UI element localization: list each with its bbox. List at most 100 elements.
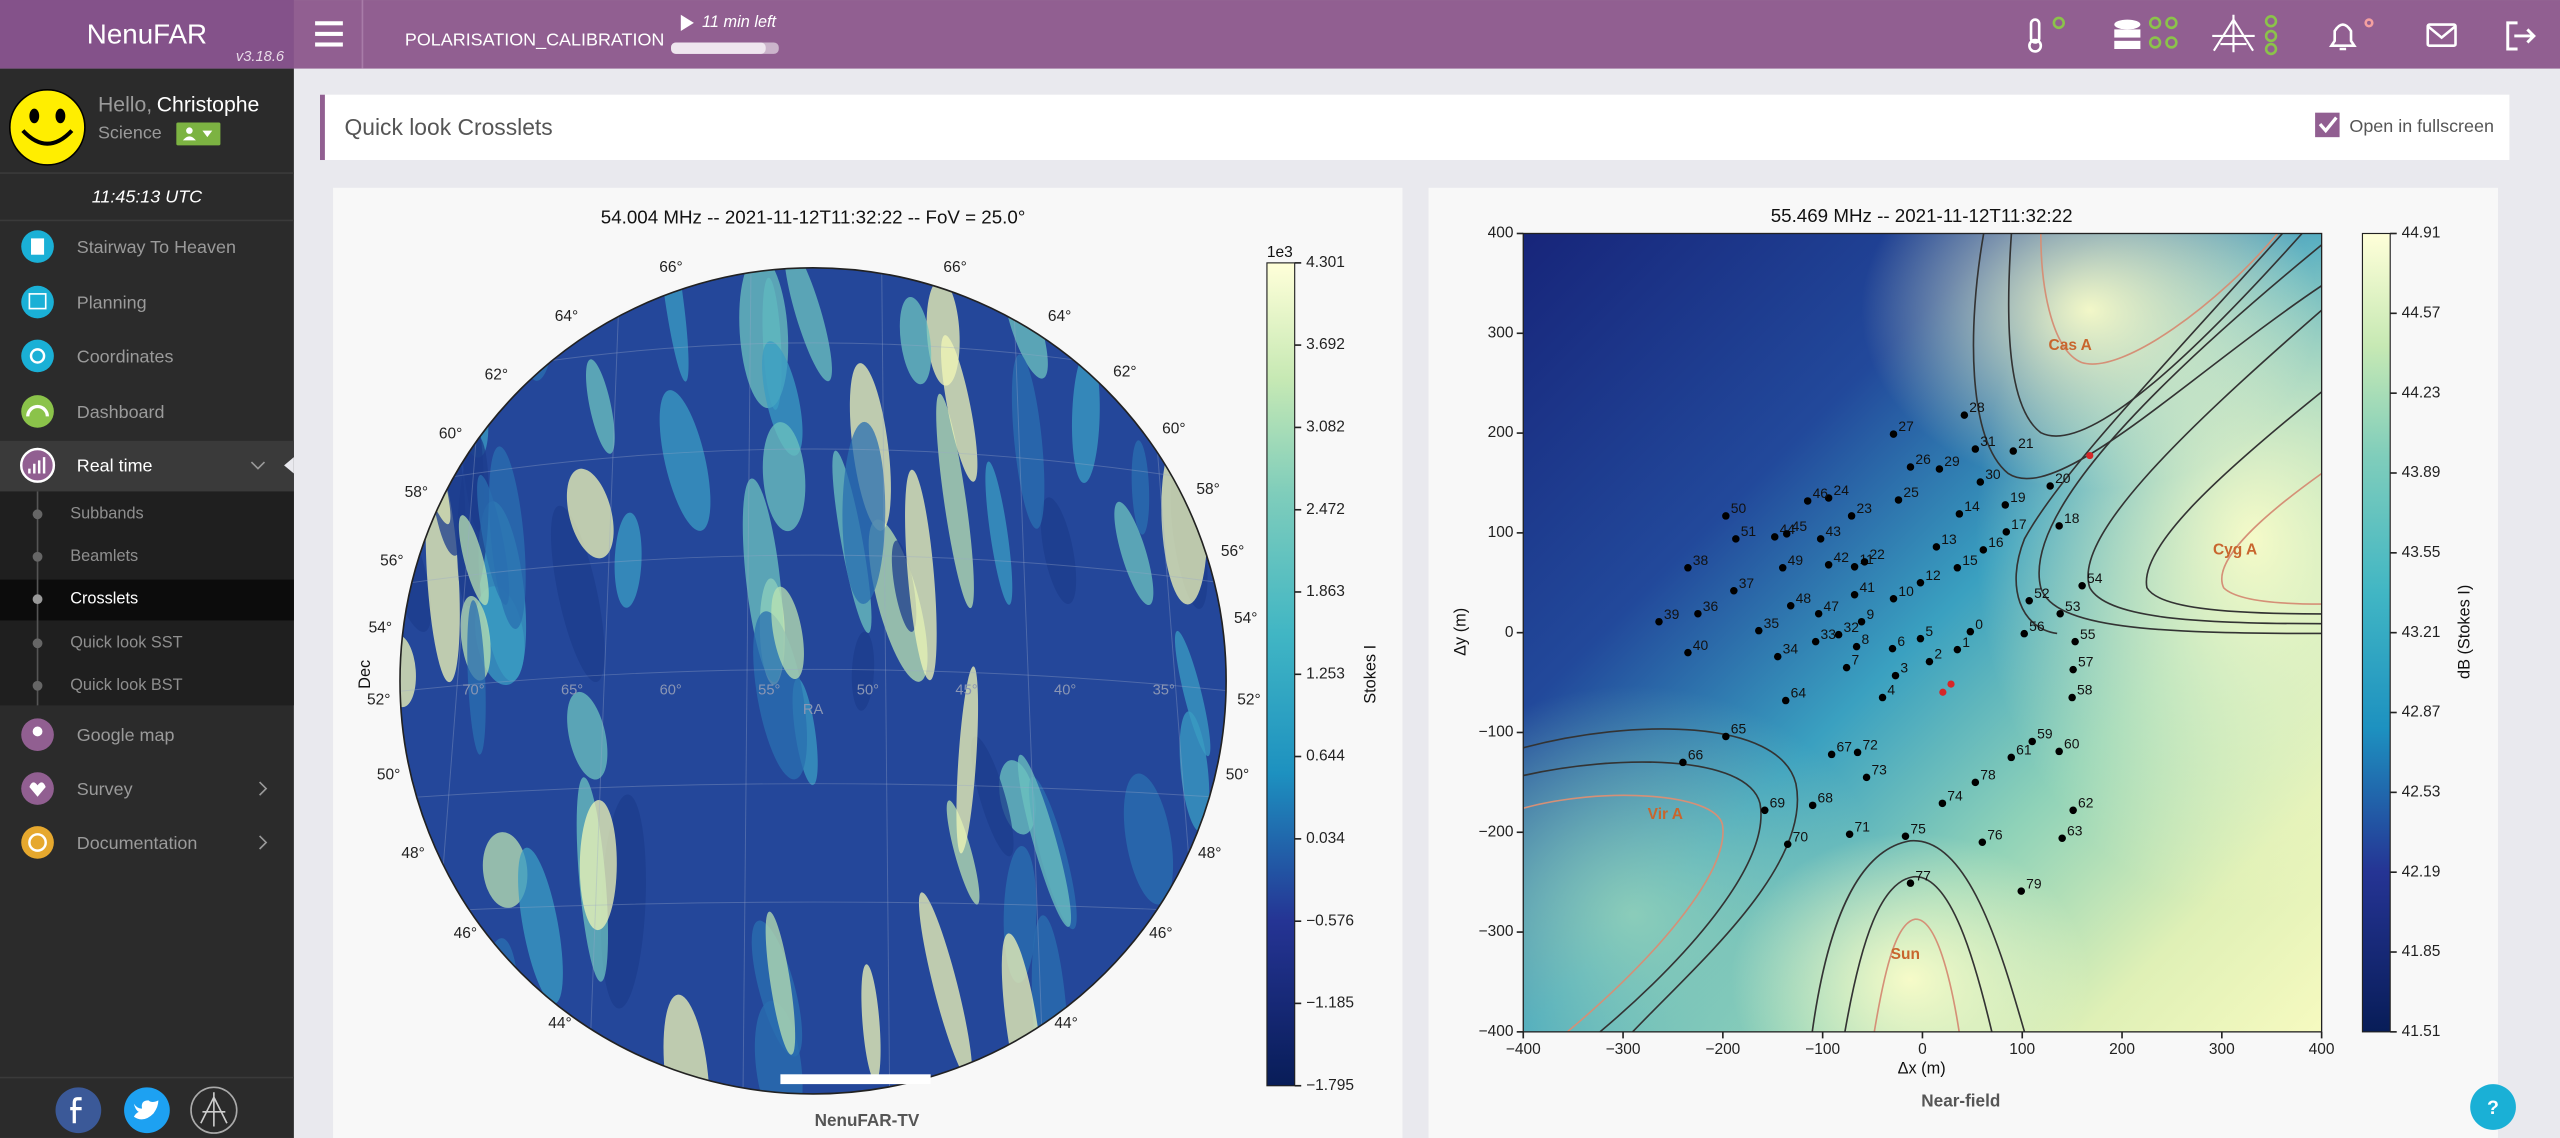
x-axis-label: Δx (m) bbox=[1898, 1060, 1946, 1078]
avatar-face bbox=[10, 90, 85, 165]
station-label: 67 bbox=[1837, 739, 1853, 755]
station bbox=[1732, 535, 1740, 543]
station-label: 23 bbox=[1856, 500, 1872, 516]
station bbox=[2008, 754, 2016, 762]
y-tick-label: −100 bbox=[1479, 724, 1514, 741]
station-label: 6 bbox=[1897, 633, 1905, 649]
facebook-link[interactable] bbox=[56, 1087, 102, 1133]
avatar-eye bbox=[29, 109, 39, 124]
observation-name: POLARISATION_CALIBRATION bbox=[405, 30, 665, 51]
station bbox=[1825, 561, 1833, 569]
dec-label: 62° bbox=[1113, 363, 1136, 380]
station bbox=[1774, 653, 1782, 661]
station-label: 29 bbox=[1944, 453, 1960, 469]
icon-part bbox=[2114, 41, 2140, 49]
station bbox=[1783, 530, 1791, 538]
station bbox=[1848, 512, 1856, 520]
ra-label: 35° bbox=[1153, 683, 1175, 699]
dec-label: 48° bbox=[401, 845, 424, 862]
station-label: 31 bbox=[1980, 433, 1996, 449]
utc-clock: 11:45:13 UTC bbox=[92, 186, 203, 206]
colorbar-tick-label: 44.57 bbox=[2402, 304, 2441, 321]
help-button[interactable]: ? bbox=[2470, 1084, 2516, 1130]
station bbox=[1722, 733, 1730, 741]
dec-label: 60° bbox=[1162, 421, 1185, 438]
station bbox=[2055, 748, 2063, 756]
colorbar-label: dB (Stokes I) bbox=[2456, 585, 2474, 679]
station-label: 58 bbox=[2077, 682, 2093, 698]
station-label: 74 bbox=[1947, 787, 1963, 803]
menu-label: Coordinates bbox=[77, 346, 174, 366]
station bbox=[1761, 807, 1769, 815]
submenu-label: Subbands bbox=[70, 505, 143, 523]
colorbar-tick-label: 41.51 bbox=[2402, 1023, 2441, 1040]
x-tick-label: 400 bbox=[2309, 1041, 2335, 1058]
station-label: 35 bbox=[1764, 615, 1780, 631]
twitter-link[interactable] bbox=[124, 1087, 170, 1133]
time-left: 11 min left bbox=[702, 13, 778, 31]
dec-label: 52° bbox=[1237, 692, 1260, 709]
station-label: 9 bbox=[1866, 606, 1874, 622]
badge-bg bbox=[176, 122, 220, 145]
y-tick-label: −400 bbox=[1479, 1023, 1514, 1040]
menu-label: Survey bbox=[77, 779, 133, 799]
dec-label: 60° bbox=[439, 425, 462, 442]
station bbox=[1782, 697, 1790, 705]
role-badge[interactable] bbox=[176, 122, 220, 145]
ra-label: 60° bbox=[660, 683, 682, 699]
station-label: 39 bbox=[1664, 606, 1680, 622]
station-label: 45 bbox=[1792, 518, 1808, 534]
station bbox=[1907, 463, 1915, 471]
station-label: 7 bbox=[1852, 652, 1860, 668]
source-label: Cas A bbox=[2049, 337, 2092, 354]
station bbox=[1843, 664, 1851, 672]
station bbox=[2069, 807, 2077, 815]
x-tick-label: 300 bbox=[2209, 1041, 2235, 1058]
station-label: 22 bbox=[1869, 546, 1885, 562]
dec-label: 56° bbox=[1221, 543, 1244, 560]
dec-label: 66° bbox=[943, 259, 966, 276]
station-label: 71 bbox=[1854, 818, 1870, 834]
submenu-label: Crosslets bbox=[70, 590, 138, 608]
station bbox=[1961, 411, 1969, 419]
x-tick-label: 200 bbox=[2109, 1041, 2135, 1058]
submenu-dot bbox=[33, 681, 43, 691]
station-label: 49 bbox=[1788, 552, 1804, 568]
station bbox=[1784, 840, 1792, 848]
station bbox=[2058, 834, 2066, 842]
station bbox=[1730, 587, 1738, 595]
station bbox=[1917, 635, 1925, 643]
colorbar-tick-label: 1.863 bbox=[1306, 583, 1345, 600]
station bbox=[2078, 582, 2086, 590]
station-label: 5 bbox=[1925, 623, 1933, 639]
chart-caption: NenuFAR-TV bbox=[815, 1110, 920, 1130]
station bbox=[1755, 627, 1763, 635]
station bbox=[1771, 533, 1779, 541]
station bbox=[1892, 672, 1900, 680]
colorbar-tick-label: −0.576 bbox=[1306, 912, 1354, 929]
station bbox=[2055, 522, 2063, 530]
x-axis-label: RA bbox=[803, 702, 824, 718]
station-label: 64 bbox=[1791, 685, 1807, 701]
dec-label: 62° bbox=[485, 367, 508, 384]
station-label: 13 bbox=[1941, 531, 1957, 547]
station bbox=[2003, 528, 2011, 536]
colorbar-tick-label: 1.253 bbox=[1306, 665, 1345, 682]
station bbox=[1917, 579, 1925, 587]
submenu-dot bbox=[33, 552, 43, 562]
station-label: 57 bbox=[2078, 654, 2094, 670]
station bbox=[2025, 597, 2033, 605]
station-label: 16 bbox=[1988, 534, 2004, 550]
station bbox=[1854, 749, 1862, 757]
station-label: 63 bbox=[2067, 822, 2083, 838]
colorbar-tick-label: 2.472 bbox=[1306, 501, 1345, 518]
menu-toggle[interactable] bbox=[315, 21, 343, 46]
app-name: NenuFAR bbox=[87, 18, 207, 49]
station-label: 76 bbox=[1987, 826, 2003, 842]
menu-label: Planning bbox=[77, 292, 147, 312]
station-label: 27 bbox=[1898, 418, 1914, 434]
dec-label: 44° bbox=[1054, 1015, 1077, 1032]
colorbar-tick-label: 44.91 bbox=[2402, 225, 2441, 242]
source-label: Vir A bbox=[1648, 806, 1683, 823]
checkbox-label: Open in fullscreen bbox=[2349, 116, 2494, 136]
